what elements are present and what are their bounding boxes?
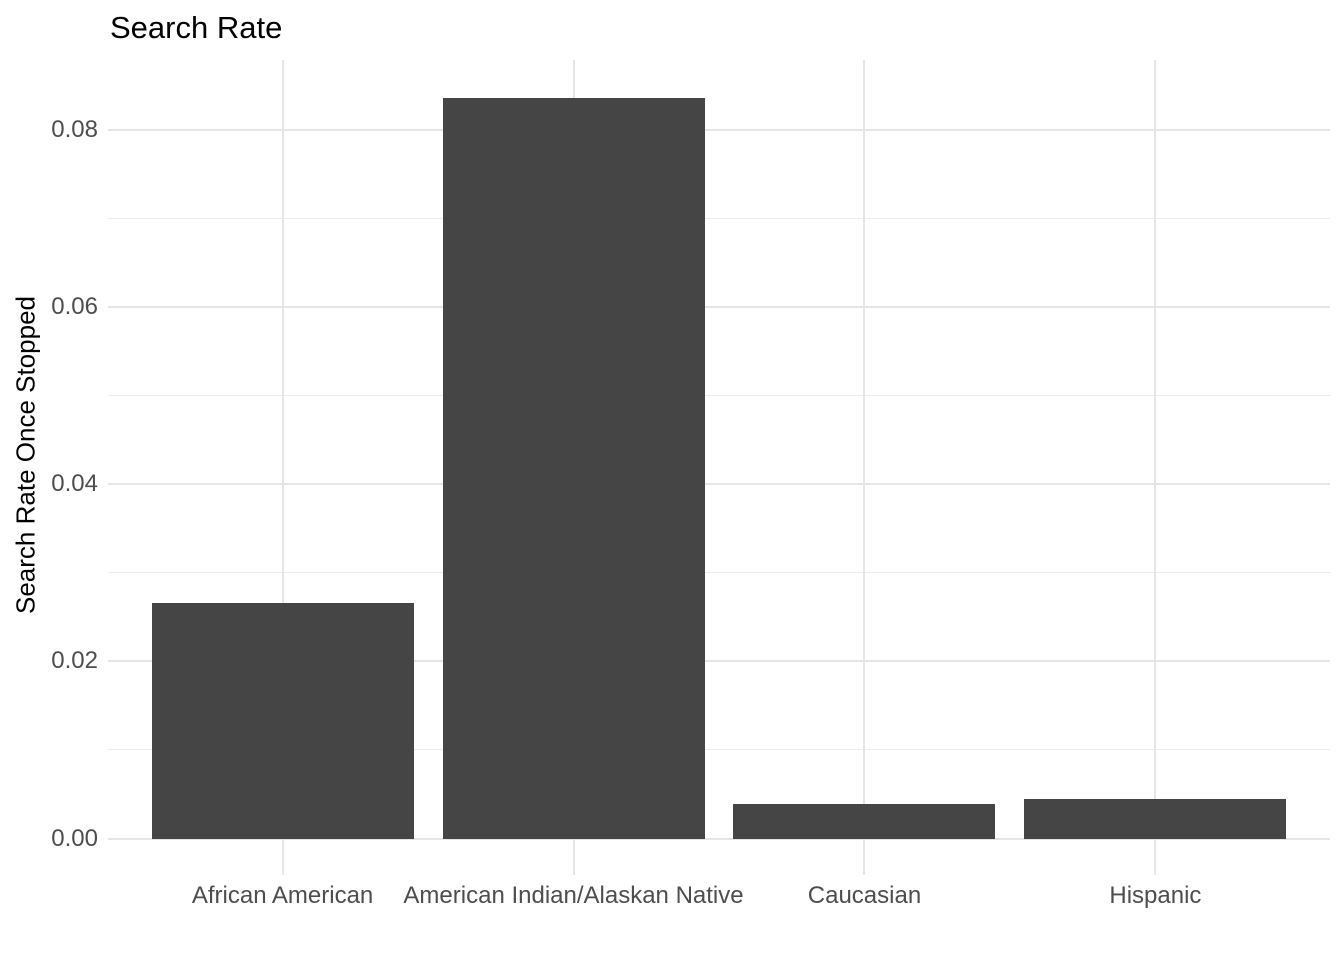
major-gridline-y-0.04 — [108, 483, 1330, 486]
bar-caucasian — [733, 804, 995, 839]
y-tick-label-0.04: 0.04 — [51, 470, 98, 498]
major-gridline-y-0.08 — [108, 128, 1330, 131]
bar-african-american — [152, 603, 414, 839]
y-tick-label-0.06: 0.06 — [51, 292, 98, 320]
major-gridline-y-0.06 — [108, 305, 1330, 308]
bar-american-indian-alaskan-native — [443, 98, 705, 839]
x-category-label-african-american: African American — [191, 882, 374, 909]
minor-gridline-y-0.01 — [108, 749, 1330, 751]
minor-gridline-y-0.07 — [108, 217, 1330, 219]
bar-hispanic — [1024, 799, 1286, 839]
major-gridline-y-0.02 — [108, 660, 1330, 663]
x-category-label-hispanic: Hispanic — [1109, 882, 1202, 909]
y-axis-title: Search Rate Once Stopped — [10, 296, 41, 614]
major-gridline-x-african-american — [281, 60, 284, 875]
minor-gridline-y-0.05 — [108, 394, 1330, 396]
major-gridline-x-caucasian — [863, 60, 866, 875]
chart-title: Search Rate — [110, 10, 283, 45]
y-tick-label-0.08: 0.08 — [51, 115, 98, 143]
major-gridline-x-hispanic — [1154, 60, 1157, 875]
major-gridline-y-0.00 — [108, 837, 1330, 840]
minor-gridline-y-0.03 — [108, 572, 1330, 574]
y-tick-label-0.02: 0.02 — [51, 647, 98, 675]
x-category-label-american-indian-alaskan-native: American Indian/Alaskan Native — [403, 882, 744, 909]
x-category-label-caucasian: Caucasian — [807, 882, 922, 909]
y-tick-label-0.00: 0.00 — [51, 824, 98, 852]
